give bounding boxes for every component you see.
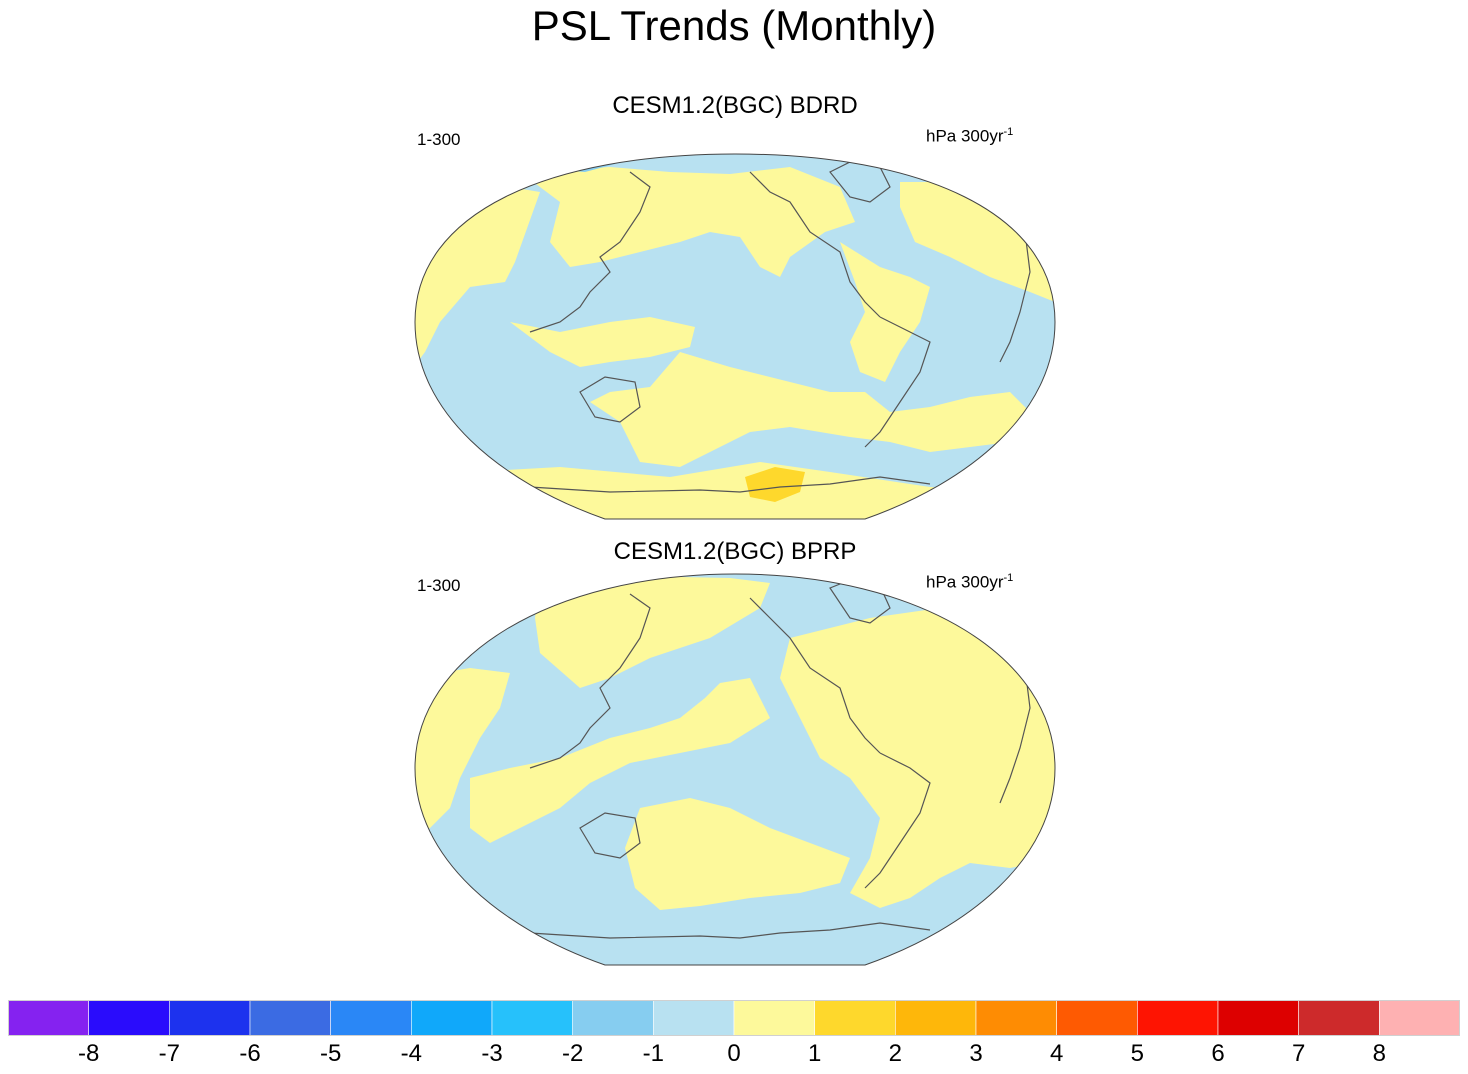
map-panel-bdrd: CESM1.2(BGC) BDRD 1-300 hPa 300yr-1 — [410, 92, 1060, 520]
field-positive-region — [470, 678, 770, 843]
colorbar-labels: -8 -7 -6 -5 -4 -3 -2 -1 0 1 2 3 4 5 6 7 8 — [0, 1040, 1468, 1070]
colorbar-swatch — [330, 1000, 412, 1036]
colorbar-tick-label: 5 — [1130, 1040, 1145, 1067]
colorbar-tick-label: 0 — [727, 1040, 741, 1067]
coastlines — [529, 161, 1031, 493]
colorbar-swatch — [1217, 1000, 1299, 1036]
map-border — [414, 573, 1056, 966]
units-label: hPa 300yr-1 — [926, 126, 1014, 146]
colorbar-tick-label: 3 — [969, 1040, 983, 1067]
field-positive-region — [520, 167, 855, 277]
colorbar-tick-label: -4 — [400, 1040, 422, 1067]
main-title: PSL Trends (Monthly) — [531, 2, 937, 49]
colorbar-swatch — [1137, 1000, 1219, 1036]
panel-title: CESM1.2(BGC) BDRD — [612, 92, 858, 119]
period-label: 1-300 — [417, 130, 461, 149]
colorbar-swatch — [1298, 1000, 1380, 1036]
period-label: 1-300 — [417, 576, 461, 595]
world-map-bdrd — [414, 153, 1056, 520]
colorbar-tick-label: -1 — [642, 1040, 664, 1067]
colorbar-tick-label: 6 — [1211, 1040, 1225, 1067]
colorbar-swatch — [1379, 1000, 1460, 1036]
colorbar-outline — [8, 1000, 1460, 1036]
colorbar-swatch — [814, 1000, 896, 1036]
colorbar-swatch — [975, 1000, 1057, 1036]
field-positive-region — [510, 317, 695, 367]
world-map-bprp — [414, 573, 1056, 966]
field-strong-positive-region — [745, 467, 805, 502]
colorbar-swatch — [88, 1000, 170, 1036]
colorbar-tick-label: 8 — [1372, 1040, 1387, 1067]
colorbar-tick-label: 7 — [1291, 1040, 1306, 1067]
colorbar-tick-label: -3 — [481, 1040, 503, 1067]
field-positive-region — [625, 798, 850, 910]
units-label: hPa 300yr-1 — [926, 572, 1014, 592]
colorbar-tick-label: -2 — [561, 1040, 584, 1067]
colorbar — [8, 1000, 1460, 1036]
field-positive-region — [840, 242, 930, 382]
field-positive-region — [780, 608, 1055, 908]
colorbar-swatch — [1056, 1000, 1138, 1036]
field-positive-region — [415, 668, 510, 838]
panel-title: CESM1.2(BGC) BPRP — [613, 538, 857, 565]
colorbar-swatch — [733, 1000, 815, 1036]
colorbar-tick-label: -5 — [319, 1040, 342, 1067]
field-positive-region — [590, 352, 1030, 467]
colorbar-swatch — [491, 1000, 573, 1036]
colorbar-swatch — [653, 1000, 735, 1036]
colorbar-tick-label: -6 — [239, 1040, 261, 1067]
colorbar-tick-label: 2 — [888, 1040, 903, 1067]
map-border — [414, 153, 1056, 520]
colorbar-tick-label: -8 — [77, 1040, 100, 1067]
colorbar-swatch — [895, 1000, 977, 1036]
colorbar-swatch — [169, 1000, 251, 1036]
colorbar-swatch — [249, 1000, 331, 1036]
colorbar-tick-label: 4 — [1049, 1040, 1064, 1067]
colorbar-swatch — [411, 1000, 493, 1036]
field-positive-region — [535, 576, 770, 688]
colorbar-swatch — [572, 1000, 654, 1036]
colorbar-tick-label: -7 — [158, 1040, 180, 1067]
colorbar-swatch — [8, 1000, 89, 1036]
colorbar-tick-label: 1 — [807, 1040, 822, 1067]
map-panel-bprp: CESM1.2(BGC) BPRP 1-300 hPa 300yr-1 — [410, 538, 1060, 966]
